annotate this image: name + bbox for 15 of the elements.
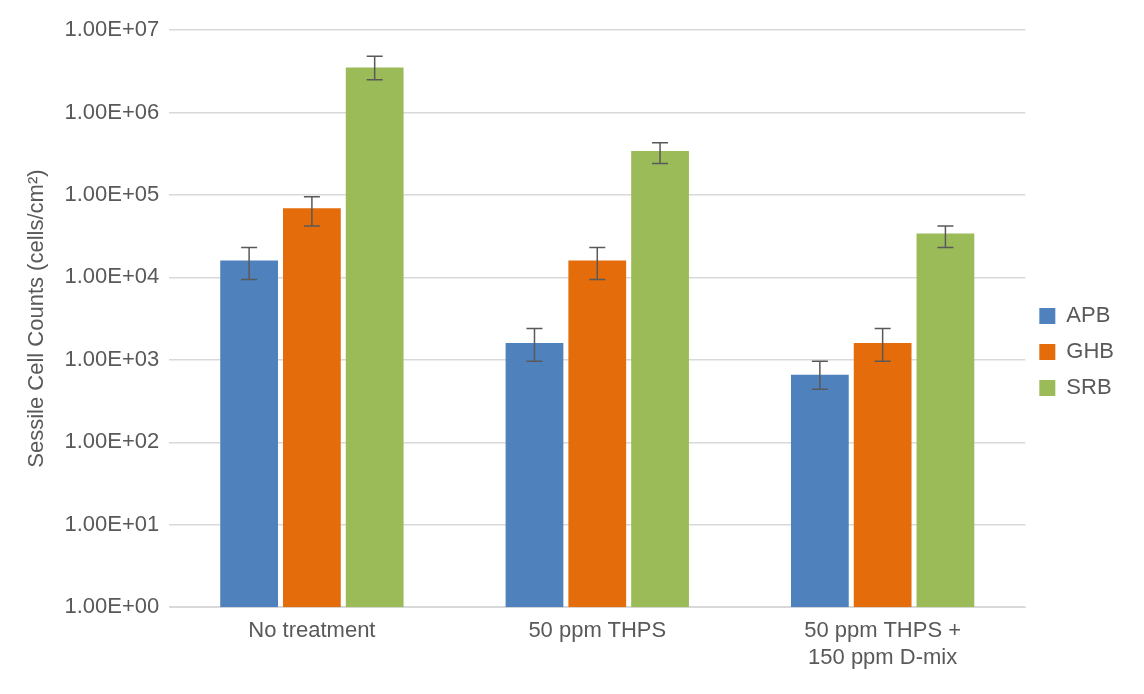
y-tick-label: 1.00E+05 bbox=[64, 180, 160, 206]
legend-label: GHB bbox=[1066, 338, 1115, 364]
y-tick-label: 1.00E+00 bbox=[64, 593, 160, 619]
x-tick-label: 50 ppm THPS bbox=[528, 617, 667, 643]
y-axis-title: Sessile Cell Counts (cells/cm²) bbox=[23, 169, 49, 468]
legend-label: SRB bbox=[1066, 374, 1112, 400]
y-tick-label: 1.00E+03 bbox=[64, 345, 160, 371]
x-tick-label: 50 ppm THPS + 150 ppm D-mix bbox=[804, 617, 962, 669]
y-tick-label: 1.00E+04 bbox=[64, 263, 160, 289]
y-tick-label: 1.00E+06 bbox=[64, 98, 160, 124]
y-tick-label: 1.00E+01 bbox=[64, 510, 160, 536]
y-tick-label: 1.00E+02 bbox=[64, 428, 160, 454]
x-tick-label: No treatment bbox=[248, 617, 376, 643]
y-tick-label: 1.00E+07 bbox=[64, 16, 160, 42]
legend-label: APB bbox=[1066, 302, 1111, 328]
